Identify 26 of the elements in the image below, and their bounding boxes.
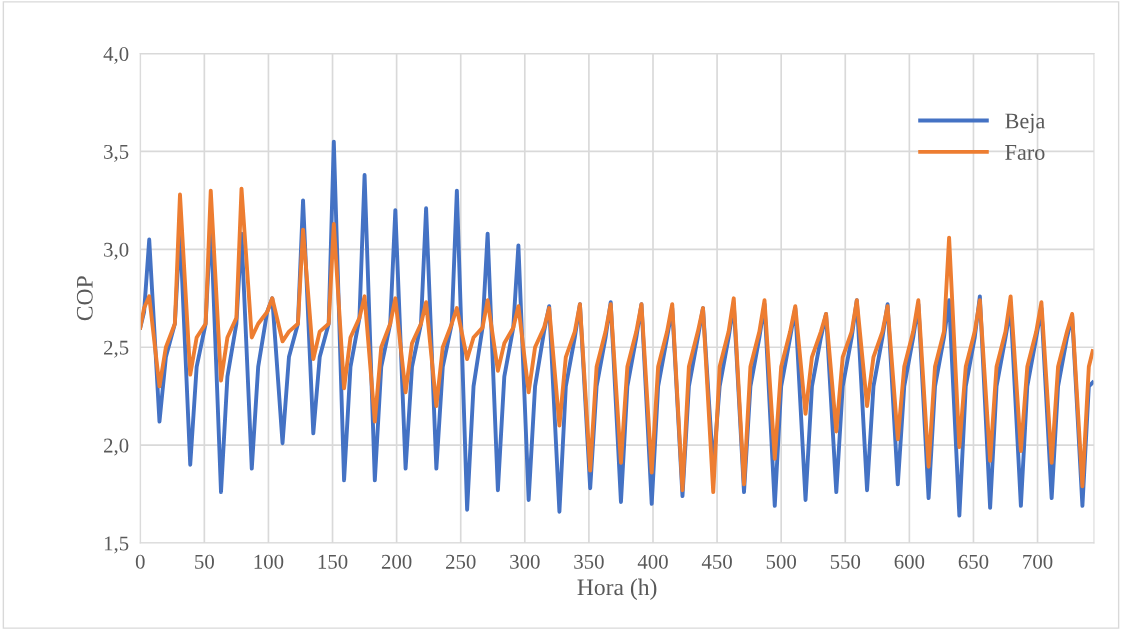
x-tick-label: 150 [318, 554, 348, 569]
x-axis-title: Hora (h) [577, 578, 657, 601]
x-tick-label: 250 [446, 554, 476, 569]
y-tick-label: 3,0 [104, 242, 129, 260]
x-tick-label: 200 [381, 554, 412, 569]
x-tick-label: 650 [958, 554, 989, 569]
y-tick-label: 3,5 [104, 144, 129, 162]
line-series [140, 186, 1094, 495]
y-tick-label: 1,5 [104, 536, 129, 554]
x-tick-label: 50 [195, 554, 214, 569]
y-tick-label: 2,0 [104, 438, 129, 456]
x-tick-label: 500 [766, 554, 797, 569]
x-tick-label: 400 [637, 554, 668, 569]
legend-label: Beja [1005, 113, 1046, 133]
y-axis-title: COP [76, 276, 93, 321]
x-tick-label: 550 [830, 554, 861, 569]
legend-label: Faro [1005, 145, 1045, 160]
x-tick-label: 350 [574, 554, 604, 569]
x-tick-label: 600 [894, 554, 925, 569]
x-tick-label: 700 [1023, 554, 1053, 569]
y-tick-label: 2,5 [104, 340, 129, 358]
x-tick-label: 300 [510, 554, 540, 569]
x-tick-label: 0 [135, 554, 145, 569]
y-tick-label: 4,0 [103, 46, 129, 64]
x-tick-label: 450 [701, 554, 732, 569]
x-tick-label: 100 [254, 554, 284, 569]
